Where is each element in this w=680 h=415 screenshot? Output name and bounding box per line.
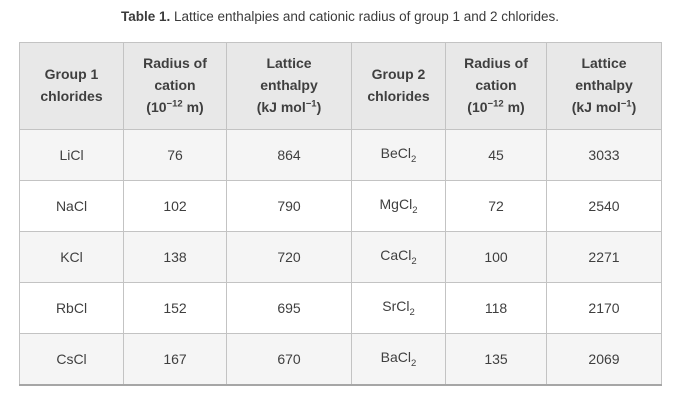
cell-group1-compound: KCl [19, 231, 124, 283]
cell-group1-enthalpy: 790 [226, 180, 352, 232]
cell-group2-radius: 100 [445, 231, 547, 283]
table-row: RbCl 152 695 SrCl2 118 2170 [19, 282, 662, 334]
cell-group2-compound: SrCl2 [351, 282, 446, 334]
cell-group1-compound: NaCl [19, 180, 124, 232]
header-lattice-enthalpy-group1: Lattice enthalpy (kJ mol−1) [226, 42, 352, 130]
cell-group1-radius: 152 [123, 282, 227, 334]
cell-group1-compound: CsCl [19, 333, 124, 385]
cell-group2-radius: 118 [445, 282, 547, 334]
cell-group1-enthalpy: 695 [226, 282, 352, 334]
cell-group1-radius: 76 [123, 129, 227, 181]
cell-group2-compound: CaCl2 [351, 231, 446, 283]
cell-group2-radius: 45 [445, 129, 547, 181]
table-row: CsCl 167 670 BaCl2 135 2069 [19, 333, 662, 385]
cell-group2-enthalpy: 2069 [546, 333, 662, 385]
table-caption-label: Table 1. [120, 9, 171, 24]
cell-group1-radius: 102 [123, 180, 227, 232]
cell-group1-compound: RbCl [19, 282, 124, 334]
cell-group2-enthalpy: 3033 [546, 129, 662, 181]
cell-group1-compound: LiCl [19, 129, 124, 181]
cell-group1-enthalpy: 864 [226, 129, 352, 181]
header-radius-cation-group2: Radius of cation (10−12 m) [445, 42, 547, 130]
cell-group2-compound: BeCl2 [351, 129, 446, 181]
cell-group2-enthalpy: 2271 [546, 231, 662, 283]
table-caption-text: Lattice enthalpies and cationic radius o… [174, 9, 560, 24]
cell-group2-compound: MgCl2 [351, 180, 446, 232]
lattice-enthalpy-table: Group 1 chlorides Radius of cation (10−12 m… [19, 42, 662, 386]
table-row: KCl 138 720 CaCl2 100 2271 [19, 231, 662, 283]
header-group2-chlorides: Group 2 chlorides [351, 42, 446, 130]
table-caption: Table 1. Lattice enthalpies and cationic… [0, 9, 680, 24]
cell-group2-radius: 135 [445, 333, 547, 385]
cell-group1-radius: 138 [123, 231, 227, 283]
cell-group2-compound: BaCl2 [351, 333, 446, 385]
cell-group2-enthalpy: 2540 [546, 180, 662, 232]
cell-group1-enthalpy: 720 [226, 231, 352, 283]
cell-group2-enthalpy: 2170 [546, 282, 662, 334]
table-row: LiCl 76 864 BeCl2 45 3033 [19, 129, 662, 181]
cell-group1-enthalpy: 670 [226, 333, 352, 385]
header-radius-cation-group1: Radius of cation (10−12 m) [123, 42, 227, 130]
header-lattice-enthalpy-group2: Lattice enthalpy (kJ mol−1) [546, 42, 662, 130]
cell-group2-radius: 72 [445, 180, 547, 232]
header-row: Group 1 chlorides Radius of cation (10−12 m… [19, 42, 662, 130]
table-row: NaCl 102 790 MgCl2 72 2540 [19, 180, 662, 232]
header-group1-chlorides: Group 1 chlorides [19, 42, 124, 130]
cell-group1-radius: 167 [123, 333, 227, 385]
